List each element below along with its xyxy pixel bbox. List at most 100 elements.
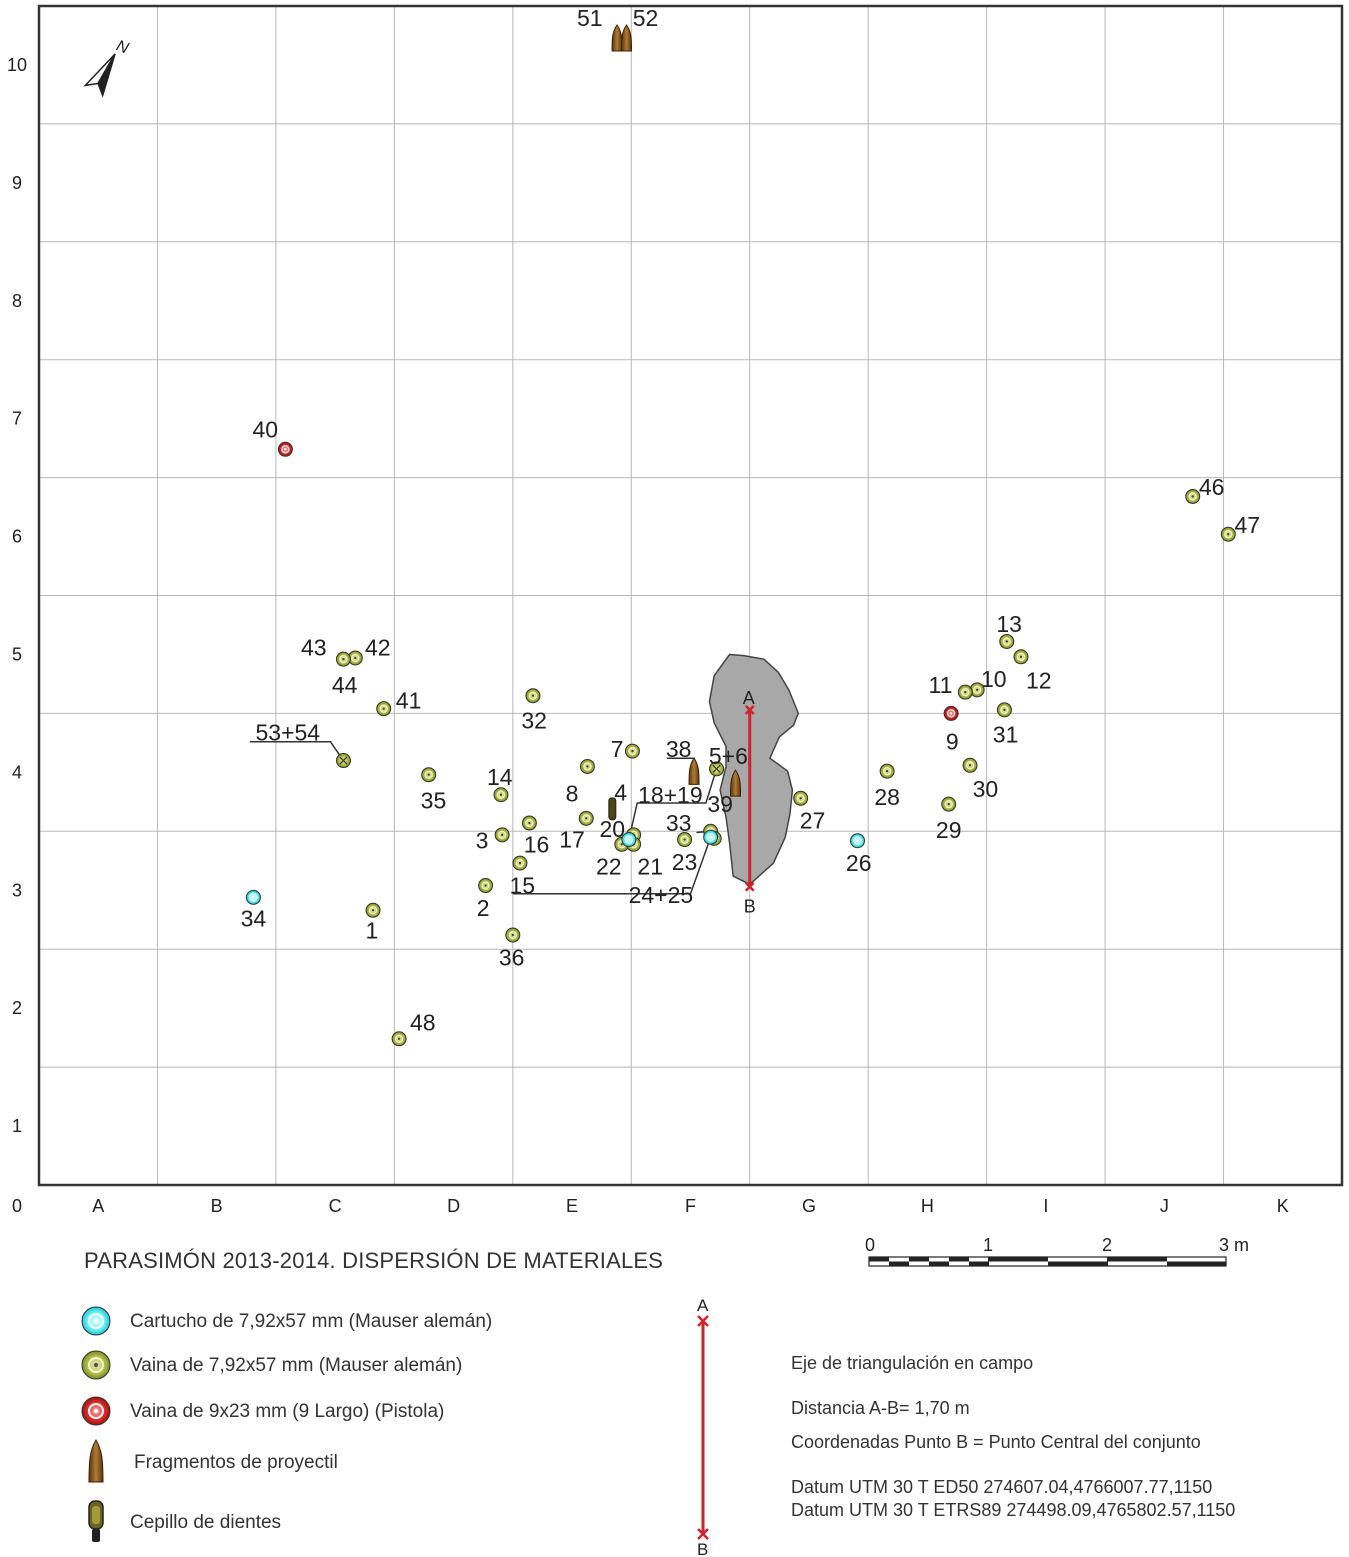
find-label: 38 xyxy=(666,736,692,762)
find-label: 18+19 xyxy=(638,782,703,808)
y-axis-label: 3 xyxy=(12,880,22,900)
vaina-mauser-icon xyxy=(521,815,537,831)
find-label: 46 xyxy=(1199,474,1225,500)
find-label: 16 xyxy=(524,831,550,857)
vaina-mauser-icon xyxy=(493,787,509,803)
grid xyxy=(37,4,1344,1187)
legend-axis-a-label: A xyxy=(697,1296,709,1315)
y-axis-label: 2 xyxy=(12,998,22,1018)
legend-label: Fragmentos de proyectil xyxy=(134,1452,338,1473)
vaina-pistola-icon xyxy=(943,705,959,721)
cartucho-icon xyxy=(703,829,719,845)
vaina-mauser-icon xyxy=(941,796,957,812)
x-axis-label: E xyxy=(566,1196,578,1216)
x-axis-label: H xyxy=(921,1196,934,1216)
find-label: 21 xyxy=(637,854,663,880)
cartucho-icon xyxy=(850,833,866,849)
finds-layer xyxy=(245,24,1236,1047)
vaina-pistola-icon xyxy=(81,1396,111,1426)
toothbrush-icon xyxy=(608,797,617,821)
vaina-mauser-icon xyxy=(962,757,978,773)
find-label: 20 xyxy=(600,816,626,842)
axis-b-label: B xyxy=(744,897,756,917)
find-label: 51 xyxy=(577,5,603,31)
bullet-fragment-icon xyxy=(730,769,742,797)
find-label: 32 xyxy=(521,707,547,733)
find-label: 34 xyxy=(241,906,267,932)
vaina-mauser-icon xyxy=(81,1350,111,1380)
vaina-mauser-icon xyxy=(478,878,494,894)
vaina-mauser-icon xyxy=(505,927,521,943)
stone-outline xyxy=(708,653,800,886)
legend-item-vaina-pistola: Vaina de 9x23 mm (9 Largo) (Pistola) xyxy=(78,1393,444,1429)
vaina-mauser-icon xyxy=(578,810,594,826)
cartucho-icon xyxy=(621,832,637,848)
find-label: 4 xyxy=(614,779,627,805)
scale-label-1: 1 xyxy=(983,1235,993,1255)
bullet-fragment-icon xyxy=(611,24,623,52)
vaina-mauser-icon xyxy=(365,902,381,918)
scale-label-3: 3 m xyxy=(1219,1235,1249,1255)
find-label: 29 xyxy=(936,817,962,843)
y-axis-label: 6 xyxy=(12,527,22,547)
find-label: 33 xyxy=(666,810,692,836)
legend-item-fragmento: Fragmentos de proyectil xyxy=(78,1438,338,1486)
bullet-fragment-icon xyxy=(621,24,633,52)
vaina-mauser-icon xyxy=(525,688,541,704)
info-datum-ed50: Datum UTM 30 T ED50 274607.04,4766007.77… xyxy=(791,1477,1213,1497)
x-axis-label: C xyxy=(329,1196,342,1216)
y-axis-label: 4 xyxy=(12,762,22,782)
find-label: 7 xyxy=(611,736,624,762)
find-label: 27 xyxy=(800,808,826,834)
scale-label-0: 0 xyxy=(865,1235,875,1255)
leader-line xyxy=(628,768,718,840)
scale-bar-segment xyxy=(949,1257,969,1262)
scale-bar-segment xyxy=(988,1257,1048,1262)
y-axis-label: 7 xyxy=(12,409,22,429)
find-label: 53+54 xyxy=(255,719,320,745)
find-label: 36 xyxy=(499,944,525,970)
legend-axis-symbol xyxy=(697,1315,709,1540)
x-axis-label: I xyxy=(1043,1196,1048,1216)
find-label: 8 xyxy=(566,781,579,807)
vaina-mauser-icon xyxy=(957,684,973,700)
x-axis-label: B xyxy=(211,1196,223,1216)
find-label: 5+6 xyxy=(709,743,748,769)
vaina-mauser-icon xyxy=(335,753,351,769)
north-arrow-icon xyxy=(83,53,116,98)
bullet-fragment-icon xyxy=(688,757,700,785)
find-label: 17 xyxy=(559,827,585,853)
vaina-mauser-icon xyxy=(677,832,693,848)
scale-bar-segment xyxy=(969,1261,989,1266)
north-label: N xyxy=(114,37,131,57)
find-label: 30 xyxy=(973,776,999,802)
toothbrush-icon xyxy=(88,1500,104,1542)
vaina-mauser-icon xyxy=(709,761,725,777)
legend-item-vaina-mauser: Vaina de 7,92x57 mm (Mauser alemán) xyxy=(78,1347,462,1383)
map-frame xyxy=(37,4,1344,1187)
scale-bar-segment xyxy=(1167,1261,1226,1266)
legend-item-cartucho: Cartucho de 7,92x57 mm (Mauser alemán) xyxy=(78,1303,492,1339)
vaina-mauser-icon xyxy=(421,767,437,783)
find-label: 23 xyxy=(672,849,698,875)
scale-bar-segment xyxy=(1107,1257,1167,1262)
find-label: 26 xyxy=(846,850,872,876)
find-label: 22 xyxy=(596,854,622,880)
find-label: 52 xyxy=(633,5,659,31)
y-axis-label: 9 xyxy=(12,173,22,193)
scale-bar xyxy=(868,1256,1227,1267)
find-label: 43 xyxy=(301,634,327,660)
legend-label: Vaina de 7,92x57 mm (Mauser alemán) xyxy=(130,1355,463,1376)
x-axis-label: 0 xyxy=(12,1196,22,1216)
find-label: 13 xyxy=(996,611,1022,637)
vaina-mauser-icon xyxy=(376,701,392,717)
legend-label: Cartucho de 7,92x57 mm (Mauser alemán) xyxy=(130,1311,493,1332)
find-label: 2 xyxy=(477,895,490,921)
x-axis-label: D xyxy=(447,1196,460,1216)
vaina-mauser-icon xyxy=(335,651,351,667)
scale-bar-segment xyxy=(1048,1261,1108,1266)
vaina-mauser-icon xyxy=(999,633,1015,649)
map-title: PARASIMÓN 2013-2014. DISPERSIÓN DE MATER… xyxy=(84,1248,664,1273)
